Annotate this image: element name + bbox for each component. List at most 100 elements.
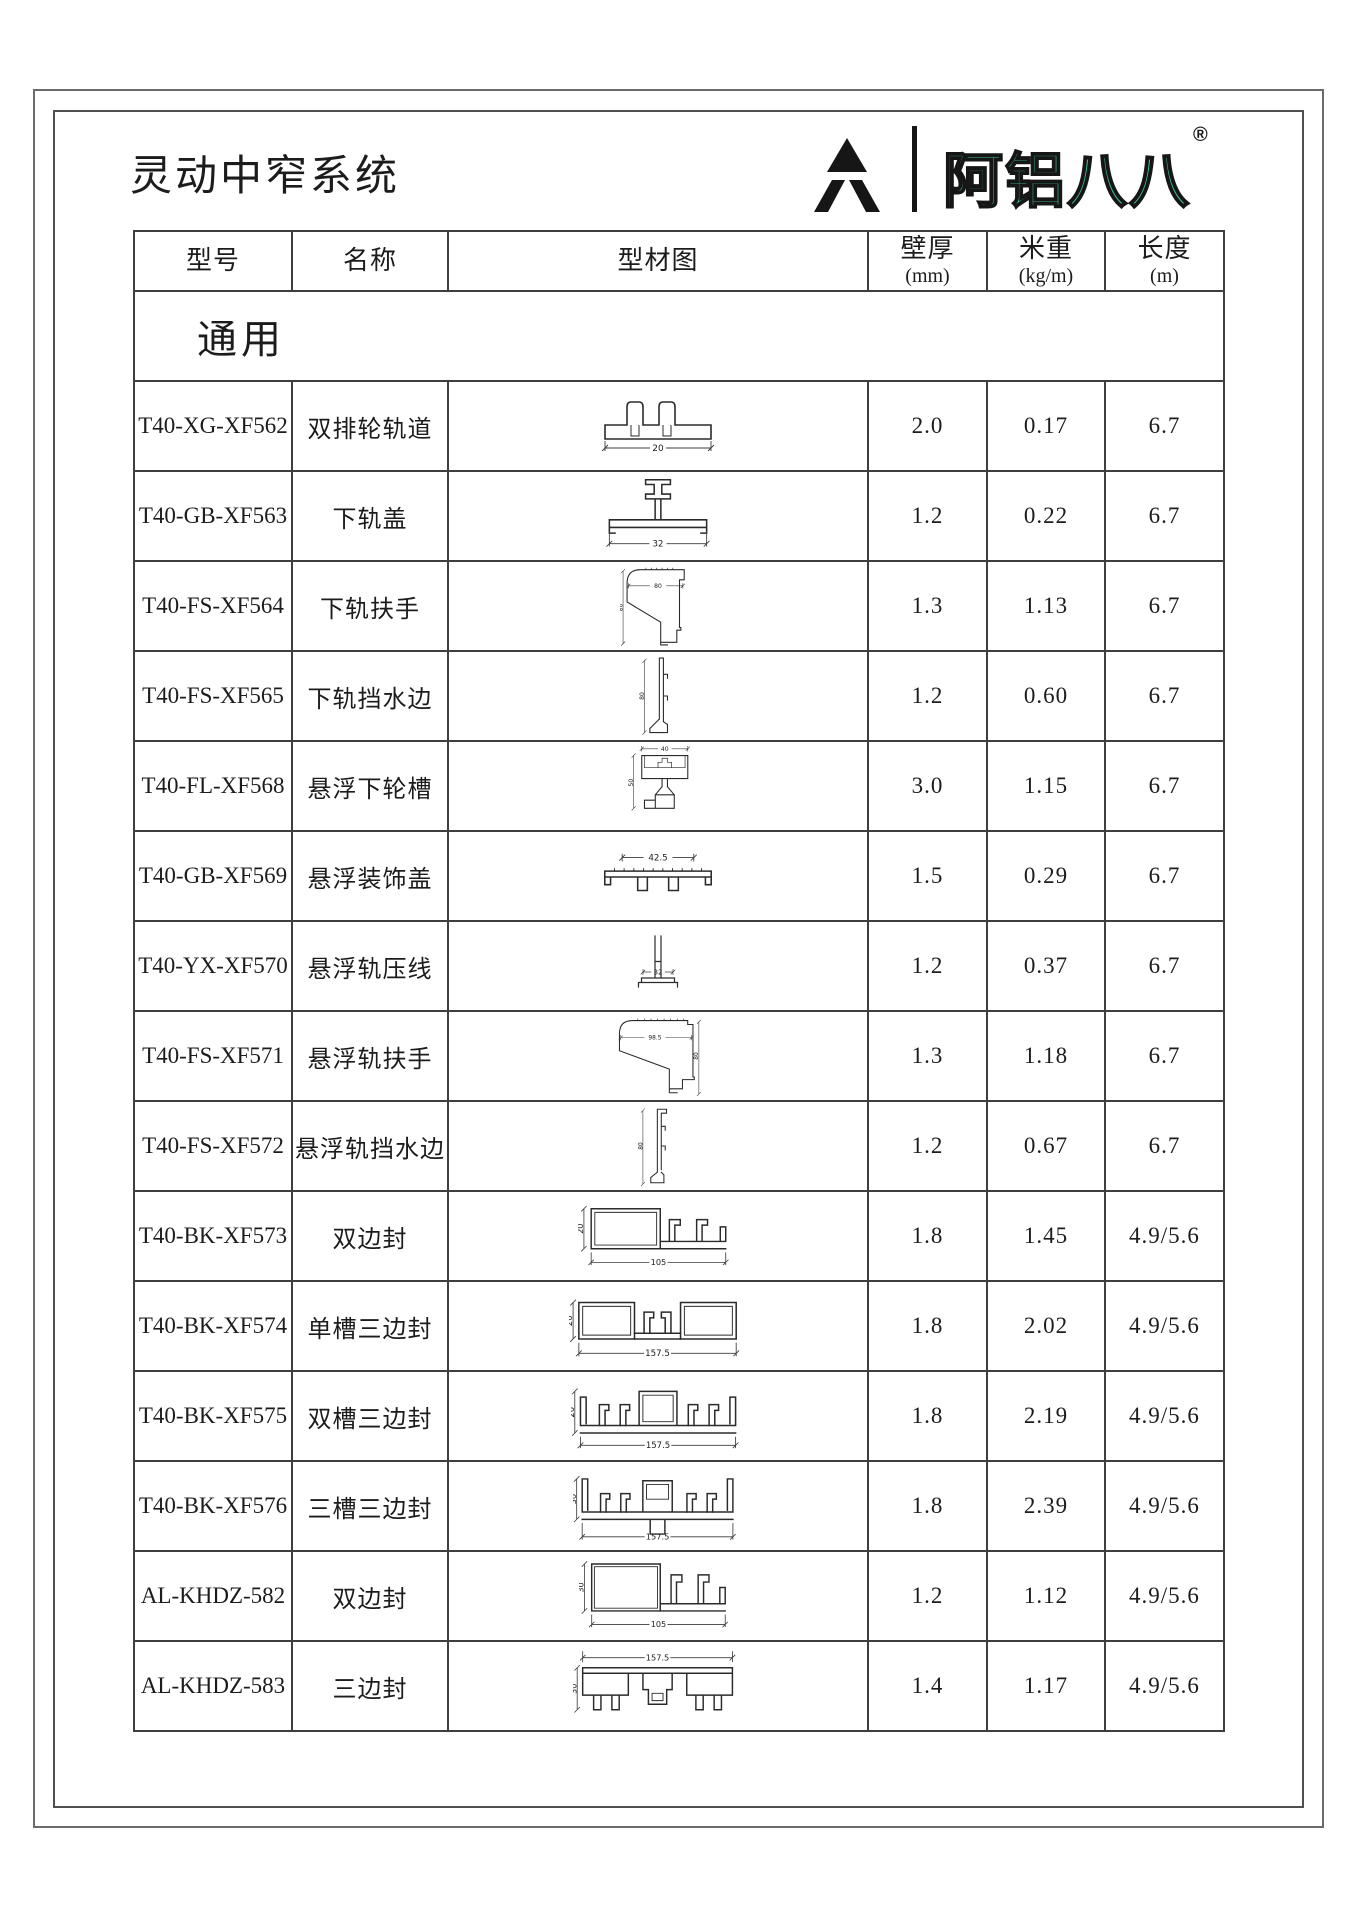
- dim-label: 80: [639, 692, 646, 700]
- header-length: 长度 (m): [1106, 232, 1225, 292]
- length-cell: 6.7: [1106, 472, 1225, 562]
- model-cell: T40-GB-XF569: [135, 832, 293, 922]
- model-cell: T40-FS-XF571: [135, 1012, 293, 1102]
- dim-label: 157.5: [645, 1441, 669, 1451]
- drawing-cell: 157.5 20: [449, 1282, 869, 1372]
- drawing-cell: 157.5 30: [449, 1462, 869, 1552]
- model-cell: T40-YX-XF570: [135, 922, 293, 1012]
- wall-cell: 1.3: [869, 562, 988, 652]
- dim-label: 20: [571, 1407, 577, 1418]
- length-cell: 4.9/5.6: [1106, 1282, 1225, 1372]
- dim-label: 30: [579, 1582, 586, 1592]
- profile-drawing: 105 30: [579, 1560, 729, 1629]
- weight-cell: 0.29: [988, 832, 1106, 922]
- dim-label: 20: [578, 1224, 585, 1234]
- length-cell: 6.7: [1106, 652, 1225, 742]
- name-cell: 悬浮轨压线: [293, 922, 449, 1012]
- length-cell: 4.9/5.6: [1106, 1552, 1225, 1642]
- name-cell: 单槽三边封: [293, 1282, 449, 1372]
- wall-cell: 1.5: [869, 832, 988, 922]
- name-cell: 双槽三边封: [293, 1372, 449, 1462]
- length-cell: 6.7: [1106, 922, 1225, 1012]
- page-outer-border: [33, 89, 1324, 1828]
- name-cell: 悬浮轨挡水边: [293, 1102, 449, 1192]
- dim-label: 105: [651, 1257, 667, 1267]
- length-cell: 6.7: [1106, 382, 1225, 472]
- dim-label: 30: [573, 1684, 578, 1694]
- brand-logo: 阿铝八八 ®: [812, 124, 1208, 216]
- weight-cell: 1.13: [988, 562, 1106, 652]
- dim-label: 157.5: [646, 1652, 669, 1662]
- weight-cell: 2.02: [988, 1282, 1106, 1372]
- profile-drawing: 157.5 20: [569, 1298, 740, 1359]
- drawing-cell: 105 20: [449, 1192, 869, 1282]
- weight-cell: 0.37: [988, 922, 1106, 1012]
- wall-cell: 1.2: [869, 652, 988, 742]
- name-cell: 下轨挡水边: [293, 652, 449, 742]
- model-cell: T40-FS-XF564: [135, 562, 293, 652]
- dim-label: 98.5: [648, 1036, 661, 1042]
- dim-label: 157.5: [645, 1349, 670, 1359]
- drawing-cell: 40 50: [449, 742, 869, 832]
- drawing-cell: 20: [449, 382, 869, 472]
- drawing-cell: 80 80: [449, 562, 869, 652]
- dim-label: 80: [620, 603, 624, 611]
- length-cell: 6.7: [1106, 832, 1225, 922]
- wall-cell: 1.2: [869, 1552, 988, 1642]
- name-cell: 双排轮轨道: [293, 382, 449, 472]
- model-cell: T40-BK-XF576: [135, 1462, 293, 1552]
- weight-cell: 1.45: [988, 1192, 1106, 1282]
- length-cell: 4.9/5.6: [1106, 1642, 1225, 1732]
- wall-cell: 1.8: [869, 1282, 988, 1372]
- wall-cell: 1.8: [869, 1462, 988, 1552]
- wall-cell: 1.3: [869, 1012, 988, 1102]
- wall-cell: 1.8: [869, 1192, 988, 1282]
- weight-cell: 0.17: [988, 382, 1106, 472]
- profile-table: 型号 名称 型材图 壁厚 (mm) 米重 (kg/m) 长度 (m) 通用 T40-X…: [133, 230, 1225, 1732]
- dim-label: 40: [661, 746, 669, 753]
- header-name: 名称: [293, 232, 449, 292]
- wall-cell: 1.2: [869, 472, 988, 562]
- wall-cell: 3.0: [869, 742, 988, 832]
- profile-drawing: 32: [606, 478, 710, 550]
- weight-cell: 0.60: [988, 652, 1106, 742]
- profile-drawing: 32: [637, 935, 679, 988]
- weight-cell: 2.19: [988, 1372, 1106, 1462]
- dim-label: 80: [654, 583, 662, 590]
- dim-label: 105: [651, 1619, 666, 1629]
- brand-name: 阿铝八八: [942, 148, 1191, 216]
- profile-drawing: 20: [601, 401, 715, 454]
- length-cell: 6.7: [1106, 562, 1225, 652]
- weight-cell: 1.12: [988, 1552, 1106, 1642]
- profile-drawing: 157.5 20: [571, 1388, 739, 1451]
- dim-label: 157.5: [646, 1531, 670, 1541]
- name-cell: 三槽三边封: [293, 1462, 449, 1552]
- model-cell: AL-KHDZ-583: [135, 1642, 293, 1732]
- length-cell: 4.9/5.6: [1106, 1192, 1225, 1282]
- profile-drawing: 80 80: [620, 567, 686, 646]
- page-title: 灵动中窄系统: [130, 154, 401, 200]
- drawing-cell: 98.5 80: [449, 1012, 869, 1102]
- header-model: 型号: [135, 232, 293, 292]
- model-cell: T40-FS-XF572: [135, 1102, 293, 1192]
- weight-cell: 1.18: [988, 1012, 1106, 1102]
- length-cell: 4.9/5.6: [1106, 1372, 1225, 1462]
- name-cell: 下轨盖: [293, 472, 449, 562]
- weight-cell: 2.39: [988, 1462, 1106, 1552]
- drawing-cell: 157.5 30: [449, 1642, 869, 1732]
- drawing-cell: 32: [449, 472, 869, 562]
- wall-cell: 1.2: [869, 922, 988, 1012]
- wall-cell: 1.8: [869, 1372, 988, 1462]
- weight-cell: 0.67: [988, 1102, 1106, 1192]
- model-cell: T40-BK-XF575: [135, 1372, 293, 1462]
- profile-drawing: 157.5 30: [573, 1651, 736, 1713]
- wall-cell: 2.0: [869, 382, 988, 472]
- section-title: 通用: [135, 292, 1225, 382]
- header-drawing: 型材图: [449, 232, 869, 292]
- logo-divider: [912, 126, 917, 212]
- header-wall-thickness: 壁厚 (mm): [869, 232, 988, 292]
- dim-label: 20: [652, 444, 664, 454]
- profile-drawing: 105 20: [578, 1205, 729, 1267]
- profile-drawing: 42.5: [604, 854, 712, 892]
